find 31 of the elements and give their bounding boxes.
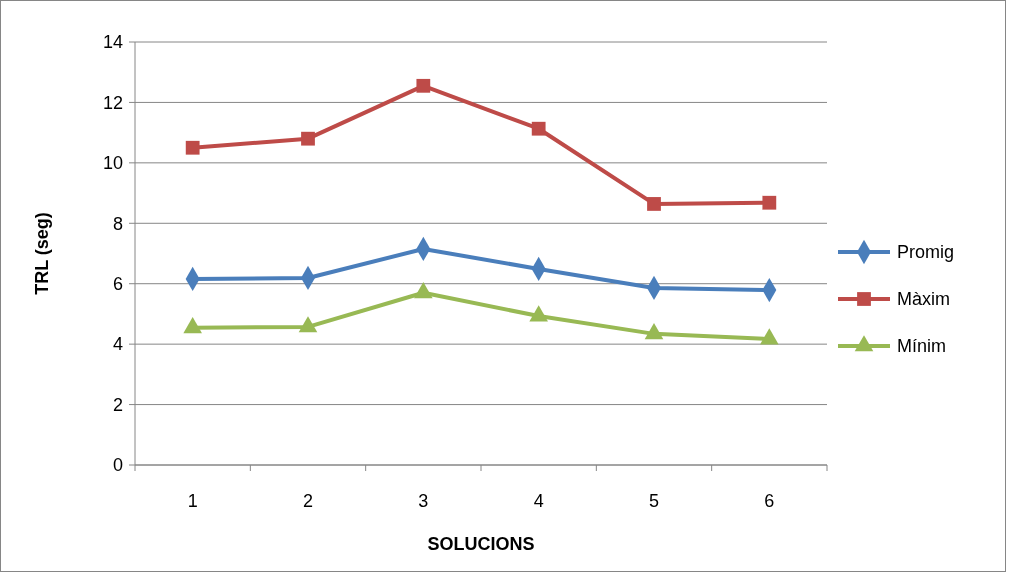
x-tick-label: 3 — [418, 491, 429, 511]
point — [185, 140, 200, 155]
point — [301, 131, 315, 146]
point — [760, 328, 779, 345]
point — [531, 121, 546, 136]
y-tick-label: 6 — [112, 274, 123, 295]
y-tick-label: 10 — [102, 153, 123, 174]
point — [414, 282, 433, 299]
x-tick-label: 5 — [648, 491, 660, 511]
legend-label: Màxim — [897, 289, 950, 310]
x-tick-label: 6 — [764, 491, 775, 511]
point — [762, 195, 777, 210]
point — [298, 316, 318, 333]
y-tick-label: 2 — [112, 394, 123, 415]
x-axis-title: SOLUCIONS — [427, 534, 535, 554]
y-tick-label: 12 — [102, 92, 123, 113]
y-tick-label: 14 — [102, 32, 123, 53]
point — [416, 78, 431, 93]
x-tick-label: 4 — [533, 491, 544, 511]
legend-label: Promig — [897, 242, 955, 263]
legend-label: Mínim — [897, 336, 946, 357]
point — [529, 305, 548, 322]
point — [644, 323, 664, 340]
point — [647, 197, 661, 211]
y-axis-title: TRL (seg) — [32, 212, 52, 295]
y-tick-label: 0 — [112, 455, 123, 476]
y-tick-label: 4 — [112, 334, 123, 355]
x-tick-label: 1 — [187, 491, 198, 511]
y-tick-label: 8 — [112, 213, 123, 234]
x-tick-label: 2 — [302, 491, 314, 511]
point — [183, 317, 202, 334]
